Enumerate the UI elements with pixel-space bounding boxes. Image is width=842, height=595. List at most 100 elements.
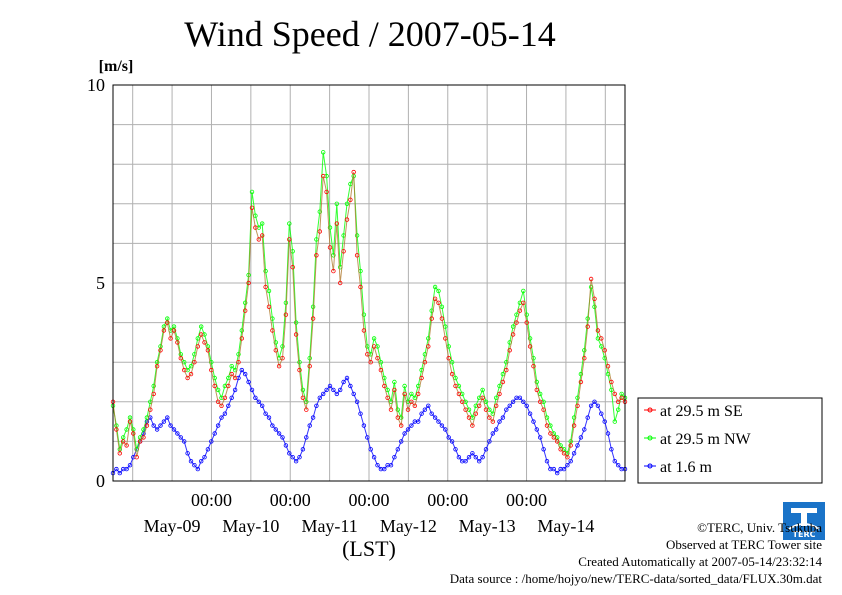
data-point xyxy=(317,229,322,234)
data-point xyxy=(368,447,373,452)
data-point xyxy=(205,447,211,452)
data-point xyxy=(226,403,231,408)
data-point xyxy=(334,201,339,206)
data-point xyxy=(202,455,207,460)
data-point xyxy=(449,360,455,365)
data-point xyxy=(490,419,495,424)
data-point xyxy=(266,288,272,294)
data-point xyxy=(260,221,265,226)
data-point xyxy=(276,364,282,369)
data-point xyxy=(334,391,339,397)
data-point xyxy=(385,395,390,400)
data-point xyxy=(480,455,485,460)
data-point xyxy=(300,387,306,393)
data-point xyxy=(114,466,119,472)
data-point xyxy=(209,439,214,444)
data-point xyxy=(229,371,234,377)
data-point xyxy=(327,245,333,250)
data-point xyxy=(568,443,573,448)
data-point xyxy=(592,399,597,404)
data-point xyxy=(229,364,234,369)
data-point xyxy=(341,379,346,385)
data-point xyxy=(538,399,543,404)
data-point xyxy=(175,431,180,436)
data-point xyxy=(490,431,495,436)
series-markers-3 xyxy=(110,367,628,476)
data-point xyxy=(168,336,173,341)
data-point xyxy=(158,348,163,353)
data-point xyxy=(310,316,316,321)
data-point xyxy=(365,352,370,357)
data-point xyxy=(222,395,228,400)
data-point xyxy=(605,364,611,369)
legend-label: at 29.5 m SE xyxy=(660,403,743,420)
data-point xyxy=(239,336,244,341)
x-date-label: May-11 xyxy=(301,516,357,536)
data-point xyxy=(212,431,217,436)
data-point xyxy=(154,427,160,432)
data-point xyxy=(270,328,275,333)
data-point xyxy=(578,371,584,377)
footer-created: Created Automatically at 2007-05-14/23:3… xyxy=(578,554,822,569)
data-point xyxy=(242,300,248,305)
data-point xyxy=(548,431,553,436)
plot-frame xyxy=(112,84,626,482)
axis-labels: 0 5 10 00:00 00:00 00:00 00:00 00:00 May-09 May-1… xyxy=(87,75,594,536)
data-point xyxy=(382,466,387,472)
data-point xyxy=(582,427,587,432)
data-point xyxy=(192,360,197,365)
data-point xyxy=(395,447,400,452)
data-point xyxy=(290,455,295,460)
data-point xyxy=(205,348,211,353)
data-point xyxy=(178,356,183,361)
data-point xyxy=(521,288,526,294)
data-point xyxy=(534,379,539,385)
legend-swatch-marker xyxy=(647,435,653,441)
data-point xyxy=(351,391,356,397)
data-point xyxy=(260,233,265,238)
data-point xyxy=(510,399,516,404)
data-point xyxy=(154,364,160,369)
data-point xyxy=(324,387,329,393)
data-point xyxy=(449,439,455,444)
legend-box xyxy=(637,397,823,484)
data-point xyxy=(124,443,129,448)
series-layer xyxy=(110,150,628,476)
data-point xyxy=(375,463,380,468)
series-markers-1 xyxy=(110,169,628,460)
data-point xyxy=(605,431,611,436)
data-point xyxy=(510,332,516,337)
data-point xyxy=(283,312,289,317)
data-point xyxy=(449,371,455,377)
data-point xyxy=(215,387,221,393)
data-point xyxy=(402,391,407,397)
data-point xyxy=(419,375,424,381)
data-point xyxy=(405,407,411,412)
data-point xyxy=(158,423,163,428)
data-point xyxy=(602,348,607,353)
data-point xyxy=(338,280,343,286)
data-point xyxy=(351,169,356,175)
data-point xyxy=(249,387,255,393)
data-point xyxy=(436,300,441,305)
data-point xyxy=(483,407,489,412)
data-point xyxy=(565,455,570,460)
data-point xyxy=(409,391,414,397)
data-point xyxy=(293,320,299,325)
data-point xyxy=(331,387,336,393)
data-point xyxy=(541,447,546,452)
data-point xyxy=(185,375,190,381)
data-point xyxy=(327,225,333,230)
data-point xyxy=(287,237,292,242)
data-point xyxy=(388,463,394,468)
data-point xyxy=(215,399,221,404)
data-point xyxy=(456,455,462,460)
data-point xyxy=(249,205,255,210)
data-point xyxy=(300,447,306,452)
data-point xyxy=(463,459,468,464)
data-point xyxy=(480,395,485,400)
data-point xyxy=(253,225,258,230)
data-point xyxy=(321,173,326,179)
data-point xyxy=(439,316,445,321)
data-point xyxy=(127,463,133,468)
